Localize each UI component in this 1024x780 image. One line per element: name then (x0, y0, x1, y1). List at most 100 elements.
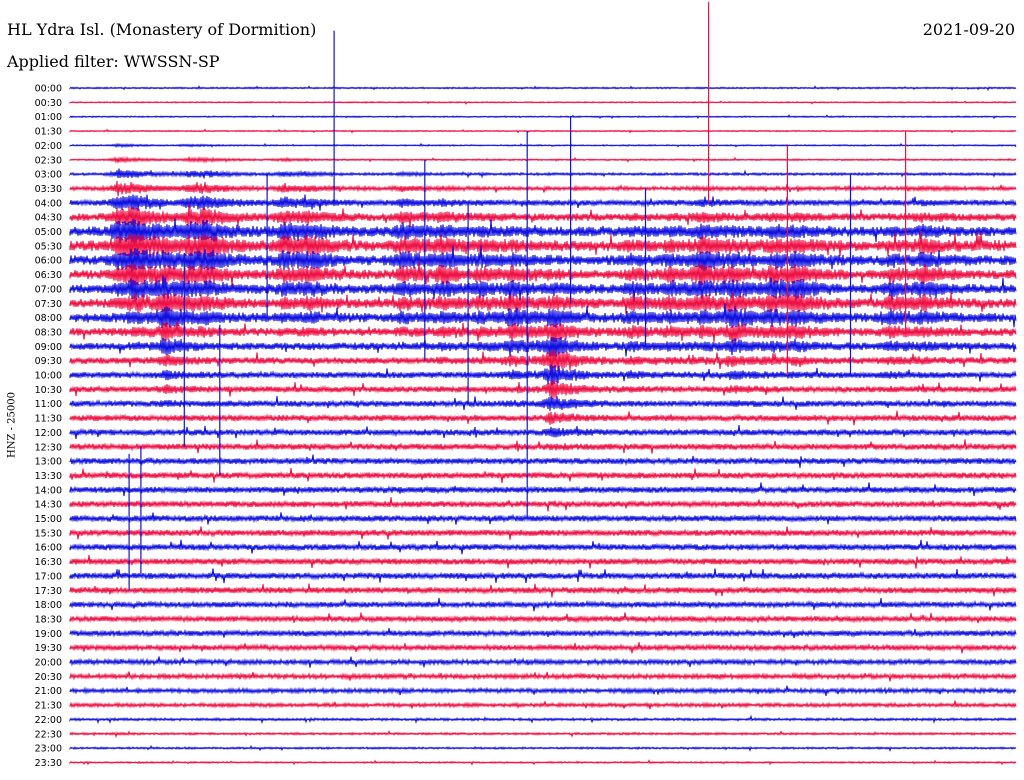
trace-row-1330 (69, 468, 1017, 483)
row-time-label: 00:30 (35, 98, 62, 109)
trace-row-1830 (69, 612, 1017, 624)
trace-row-1700 (69, 568, 1017, 584)
row-time-label: 19:30 (35, 643, 62, 654)
row-time-label: 21:00 (35, 686, 62, 697)
trace-row-0000 (69, 85, 1017, 92)
trace-row-0300 (69, 168, 1017, 179)
trace-row-1130 (69, 410, 1017, 426)
row-time-label: 23:00 (35, 744, 62, 755)
trace-row-0330 (69, 181, 1017, 197)
trace-row-1000 (69, 364, 1017, 386)
row-time-label: 19:00 (35, 629, 62, 640)
trace-row-0830 (69, 320, 1017, 343)
row-time-label: 18:30 (35, 614, 62, 625)
row-time-label: 12:30 (35, 442, 62, 453)
row-time-label: 22:30 (35, 729, 62, 740)
row-time-label: 20:00 (35, 658, 62, 669)
trace-row-1230 (69, 439, 1017, 454)
trace-row-0030 (69, 100, 1017, 105)
row-time-label: 00:00 (35, 84, 62, 95)
row-time-label: 21:30 (35, 701, 62, 712)
trace-row-1430 (69, 497, 1017, 512)
trace-row-1900 (69, 627, 1017, 639)
helicorder-rows: 00:00 00:30 01:00 01:30 02:00 02:30 03:00 03:30… (35, 1, 1017, 769)
row-time-label: 22:00 (35, 715, 62, 726)
row-time-label: 15:30 (35, 528, 62, 539)
row-time-label: 11:30 (35, 414, 62, 425)
trace-row-1600 (69, 539, 1017, 555)
row-time-label: 10:00 (35, 371, 62, 382)
row-time-label: 13:00 (35, 457, 62, 468)
trace-row-1400 (69, 482, 1017, 497)
row-time-label: 13:30 (35, 471, 62, 482)
trace-row-0700 (69, 275, 1017, 304)
trace-row-1730 (69, 583, 1017, 598)
record-date: 2021-09-20 (922, 20, 1015, 39)
trace-row-0530 (69, 230, 1017, 260)
row-time-label: 12:00 (35, 428, 62, 439)
row-time-label: 05:30 (35, 241, 62, 252)
row-time-label: 17:00 (35, 571, 62, 582)
row-time-label: 15:00 (35, 514, 62, 525)
trace-row-1930 (69, 642, 1017, 654)
trace-row-0430 (69, 204, 1017, 228)
row-time-label: 01:30 (35, 127, 62, 138)
trace-row-1200 (69, 425, 1017, 439)
row-time-label: 16:30 (35, 557, 62, 568)
trace-row-0100 (69, 113, 1017, 120)
trace-row-2030 (69, 671, 1017, 682)
row-time-label: 23:30 (35, 758, 62, 769)
row-time-label: 02:00 (35, 141, 62, 152)
trace-row-0900 (69, 337, 1017, 358)
row-time-label: 20:30 (35, 672, 62, 683)
row-time-label: 04:00 (35, 198, 62, 209)
row-time-label: 06:30 (35, 270, 62, 281)
row-time-label: 17:30 (35, 586, 62, 597)
trace-row-1500 (69, 512, 1017, 525)
row-time-label: 07:00 (35, 284, 62, 295)
trace-row-1100 (69, 396, 1017, 411)
trace-row-2230 (69, 729, 1017, 739)
row-time-label: 01:00 (35, 112, 62, 123)
row-time-label: 04:30 (35, 213, 62, 224)
trace-row-0230 (69, 155, 1017, 164)
trace-row-0500 (69, 218, 1017, 244)
trace-row-1630 (69, 555, 1017, 569)
row-time-label: 09:00 (35, 342, 62, 353)
row-time-label: 03:30 (35, 184, 62, 195)
row-time-label: 03:00 (35, 170, 62, 181)
trace-row-0730 (69, 292, 1017, 317)
row-time-label: 10:30 (35, 385, 62, 396)
trace-row-2100 (69, 685, 1017, 696)
row-time-label: 07:30 (35, 299, 62, 310)
trace-row-0200 (69, 142, 1017, 149)
trace-row-2300 (69, 744, 1017, 752)
trace-row-1300 (69, 454, 1017, 468)
trace-row-0400 (69, 194, 1017, 211)
row-time-label: 08:30 (35, 327, 62, 338)
trace-row-1030 (69, 380, 1017, 400)
trace-row-2130 (69, 700, 1017, 710)
row-time-label: 05:00 (35, 227, 62, 238)
station-title: HL Ydra Isl. (Monastery of Dormition) (7, 20, 317, 39)
row-time-label: 18:00 (35, 600, 62, 611)
row-time-label: 06:00 (35, 256, 62, 267)
trace-row-0630 (69, 261, 1017, 290)
trace-row-0930 (69, 349, 1017, 374)
row-time-label: 14:30 (35, 500, 62, 511)
trace-row-1530 (69, 526, 1017, 540)
row-time-label: 11:00 (35, 399, 62, 410)
trace-row-0600 (69, 245, 1017, 273)
row-time-label: 08:00 (35, 313, 62, 324)
trace-row-0800 (69, 303, 1017, 328)
filter-label: Applied filter: WWSSN-SP (7, 52, 220, 71)
trace-row-1800 (69, 597, 1017, 612)
trace-row-2200 (69, 714, 1017, 725)
row-time-label: 16:00 (35, 543, 62, 554)
trace-row-2330 (69, 759, 1017, 766)
row-time-label: 02:30 (35, 155, 62, 166)
trace-row-0130 (69, 128, 1017, 134)
row-time-label: 09:30 (35, 356, 62, 367)
trace-row-2000 (69, 656, 1017, 668)
